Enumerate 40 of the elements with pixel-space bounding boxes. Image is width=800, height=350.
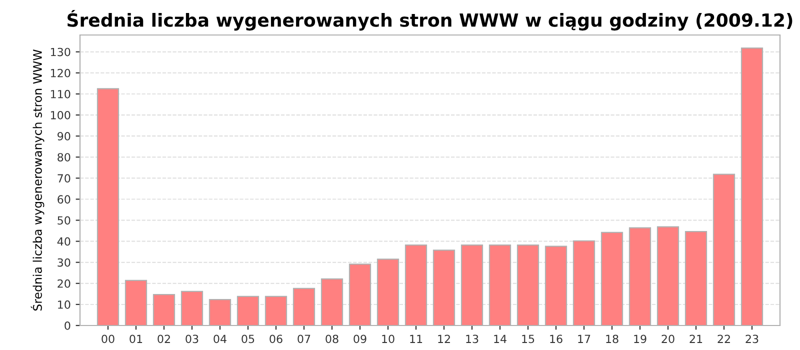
y-tick-label: 50 [58,216,70,225]
y-tick-label: 10 [58,300,70,309]
y-tick-label: 20 [58,279,70,288]
x-tick-label: 21 [690,334,702,343]
x-tick-label: 09 [354,334,366,344]
y-tick-label: 100 [50,110,70,120]
x-tick-label: 23 [746,334,758,344]
x-tick-label: 04 [214,334,226,344]
y-tick-label: 40 [57,237,70,246]
y-tick-label: 30 [58,258,70,267]
x-tick-label: 22 [718,334,730,343]
x-tick-label: 20 [662,334,674,344]
x-tick-label: 02 [158,334,170,344]
x-tick-label: 12 [438,334,450,343]
x-tick-label: 03 [186,334,198,344]
x-tick-label: 05 [242,334,254,344]
y-tick-label: 110 [50,90,70,98]
y-tick-label: 0 [64,321,70,330]
y-tick-label: 60 [58,195,70,204]
x-tick-label: 17 [578,334,590,343]
x-tick-label: 19 [634,334,646,344]
y-tick-label: 70 [58,174,70,183]
y-tick-label: 120 [50,68,70,78]
y-axis-title: Średnia liczba wygenerowanych stron WWW [30,50,44,311]
x-tick-label: 13 [466,334,478,344]
y-tick-label: 130 [50,48,70,56]
x-tick-label: 18 [606,334,618,344]
x-tick-label: 01 [130,334,142,344]
x-tick-label: 10 [382,334,394,344]
x-tick-label: 15 [522,334,534,344]
chart-title: Średnia liczba wygenerowanych stron WWW w ciągu godziny (2009.12) [68,10,792,31]
x-tick-label: 16 [550,334,562,344]
x-tick-label: 00 [102,334,114,344]
x-tick-label: 11 [410,334,422,343]
y-tick-label: 90 [58,132,70,140]
x-tick-label: 06 [270,334,282,344]
x-tick-label: 08 [326,334,338,344]
x-tick-label: 07 [298,334,310,344]
y-tick-label: 80 [58,153,70,162]
x-tick-label: 14 [494,334,506,343]
